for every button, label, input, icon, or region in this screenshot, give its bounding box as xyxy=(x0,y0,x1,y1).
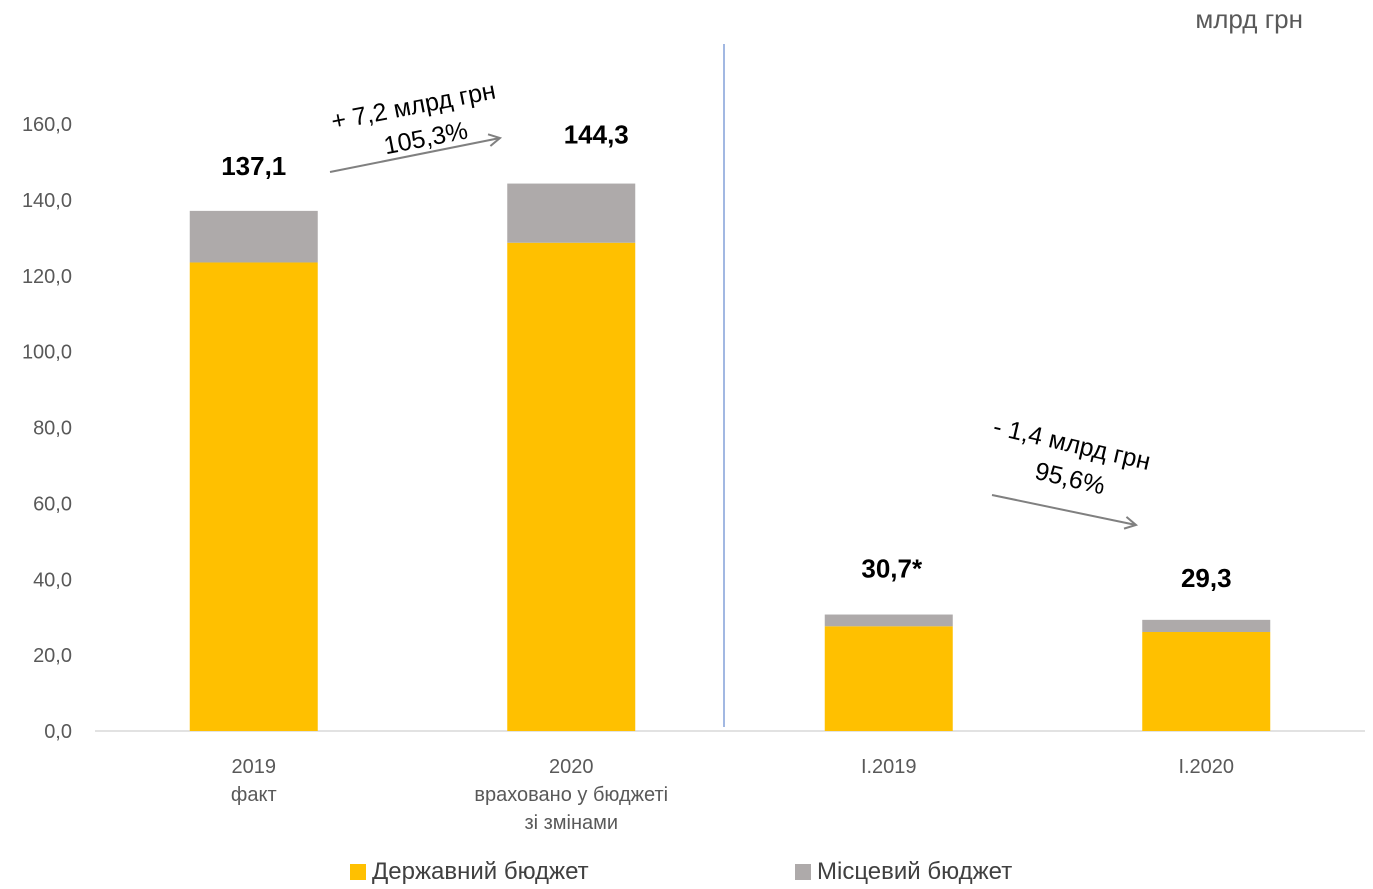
y-tick-label: 100,0 xyxy=(22,342,72,364)
bar-local-budget xyxy=(824,614,953,627)
bar-state-budget xyxy=(1142,631,1271,731)
y-tick-label: 140,0 xyxy=(22,190,72,212)
legend-item-local: Місцевий бюджет xyxy=(795,858,1012,886)
x-tick-label: 2019 xyxy=(232,756,277,778)
legend-label-state: Державний бюджет xyxy=(372,858,589,885)
bar-local-budget xyxy=(189,210,318,263)
x-tick-label: 2020 xyxy=(549,756,594,778)
legend-swatch-local xyxy=(795,864,811,880)
y-tick-label: 160,0 xyxy=(22,114,72,136)
change-arrow xyxy=(329,138,500,173)
y-tick-label: 0,0 xyxy=(44,721,72,743)
x-tick-label: зі змінами xyxy=(524,812,618,834)
x-tick-label: I.2020 xyxy=(1178,756,1234,778)
x-tick-label: враховано у бюджеті xyxy=(474,784,668,806)
bar-local-budget xyxy=(1142,619,1271,632)
legend-item-state: Державний бюджет xyxy=(350,858,589,886)
bar-state-budget xyxy=(507,242,636,731)
legend-swatch-state xyxy=(350,864,366,880)
x-tick-label: факт xyxy=(231,784,277,806)
unit-label: млрд грн xyxy=(1195,4,1303,34)
stacked-bar-chart: 0,020,040,060,080,0100,0120,0140,0160,0 … xyxy=(22,44,1365,834)
change-arrow xyxy=(991,494,1136,525)
y-tick-label: 60,0 xyxy=(33,493,72,515)
y-tick-label: 20,0 xyxy=(33,645,72,667)
bar-state-budget xyxy=(189,262,318,731)
y-tick-label: 120,0 xyxy=(22,266,72,288)
bar-local-budget xyxy=(507,183,636,243)
total-label: 144,3 xyxy=(564,120,629,150)
y-tick-label: 40,0 xyxy=(33,569,72,591)
bar-state-budget xyxy=(824,626,953,731)
total-label: 137,1 xyxy=(221,151,286,181)
total-label: 29,3 xyxy=(1181,563,1232,593)
total-label: 30,7* xyxy=(861,554,923,584)
x-tick-label: I.2019 xyxy=(861,756,917,778)
y-tick-label: 80,0 xyxy=(33,418,72,440)
legend: Державний бюджет Місцевий бюджет xyxy=(0,858,1373,888)
legend-label-local: Місцевий бюджет xyxy=(817,858,1013,885)
